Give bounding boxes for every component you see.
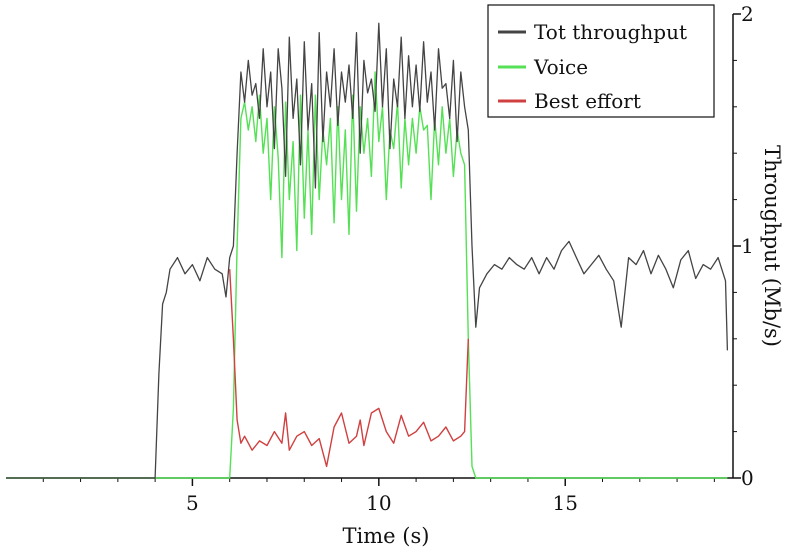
y-tick-label: 0 [741, 466, 754, 490]
legend: Tot throughput Voice Best effort [487, 4, 715, 118]
series-line-voice [6, 71, 728, 479]
x-tick-label: 15 [553, 491, 578, 515]
legend-box [487, 4, 715, 118]
x-tick-label: 5 [186, 491, 199, 515]
y-tick-label: 1 [741, 234, 754, 258]
y-tick-label: 2 [741, 2, 754, 26]
series-line-tot-throughput [6, 22, 729, 479]
y-axis-title: Throughput (Mb/s) [760, 145, 784, 347]
legend-label-tot-throughput: Tot throughput [534, 20, 687, 44]
series-layer [6, 22, 729, 479]
legend-label-voice: Voice [533, 55, 588, 79]
x-axis-title: Time (s) [343, 524, 430, 548]
x-tick-label: 10 [366, 491, 391, 515]
legend-label-best-effort: Best effort [534, 89, 641, 113]
series-line-best-effort [229, 269, 469, 468]
